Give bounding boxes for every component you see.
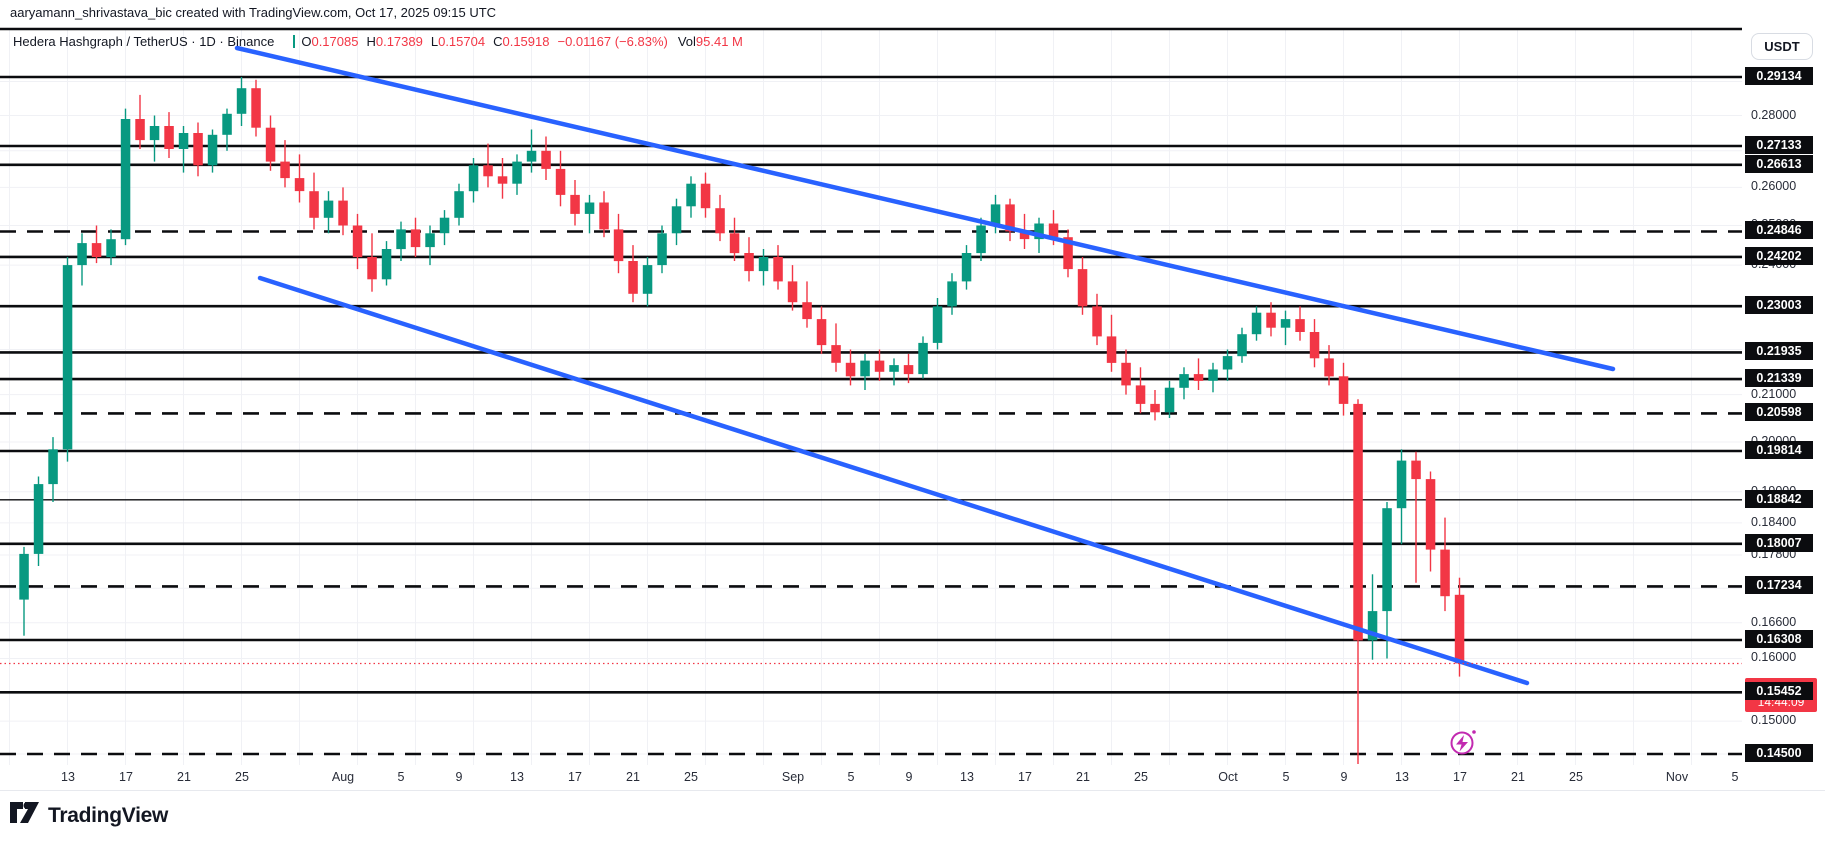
level-price-badge: 0.24846 xyxy=(1745,221,1813,239)
level-price-badge: 0.18842 xyxy=(1745,490,1813,508)
change-value: −0.01167 (−6.83%) xyxy=(557,33,668,49)
level-price-badge: 0.14500 xyxy=(1745,744,1813,762)
time-tick-label: 25 xyxy=(1134,770,1148,784)
level-price-badge: 0.15452 xyxy=(1745,682,1813,700)
time-tick-label: 9 xyxy=(905,770,913,784)
time-tick-label: 25 xyxy=(684,770,698,784)
price-tick-label: 0.21000 xyxy=(1751,387,1797,401)
time-tick-label: 9 xyxy=(1340,770,1348,784)
level-price-badge: 0.27133 xyxy=(1745,136,1813,154)
symbol-description[interactable]: Hedera Hashgraph / TetherUS · 1D · Binan… xyxy=(13,33,275,49)
price-tick-label: 0.16000 xyxy=(1751,650,1797,664)
volume-value: 95.41 M xyxy=(695,33,743,49)
symbol-header[interactable]: Hedera Hashgraph / TetherUS · 1D · Binan… xyxy=(13,33,751,49)
level-price-badge: 0.24202 xyxy=(1745,247,1813,265)
time-tick-label: 25 xyxy=(235,770,249,784)
time-axis[interactable]: 13 17 21 25 Aug 5 9 13 17 21 25 Sep 5 9 13 17 21 25 Oct 5 9 1… xyxy=(0,766,1742,790)
price-axis[interactable]: 0.150000.160000.166000.178000.184000.190… xyxy=(1743,29,1825,789)
level-price-badge: 0.16308 xyxy=(1745,630,1813,648)
time-tick-label: Nov xyxy=(1665,770,1689,784)
time-tick-label: 21 xyxy=(1511,770,1525,784)
volume-label: Vol xyxy=(677,33,696,49)
low-value: 0.15704 xyxy=(438,33,486,49)
close-label: C xyxy=(493,33,503,49)
time-tick-label: Oct xyxy=(1218,770,1238,784)
time-tick-label: 5 xyxy=(397,770,405,784)
time-tick-label: 9 xyxy=(455,770,463,784)
level-price-badge: 0.23003 xyxy=(1745,296,1813,314)
time-tick-label: 21 xyxy=(626,770,640,784)
time-tick-label: 5 xyxy=(1282,770,1290,784)
tradingview-logo-icon xyxy=(10,802,39,823)
level-price-badge: 0.19814 xyxy=(1745,441,1813,459)
price-tick-label: 0.16600 xyxy=(1751,615,1797,629)
time-tick-label: 17 xyxy=(1018,770,1032,784)
tradingview-logo[interactable]: TradingView xyxy=(10,802,168,830)
level-price-badge: 0.21339 xyxy=(1745,369,1813,387)
open-value: 0.17085 xyxy=(311,33,359,49)
time-tick-label: 17 xyxy=(1453,770,1467,784)
level-price-badge: 0.20598 xyxy=(1745,403,1813,421)
level-price-badge: 0.21935 xyxy=(1745,342,1813,360)
price-tick-label: 0.18400 xyxy=(1751,515,1797,529)
axis-divider xyxy=(0,790,1825,791)
time-tick-label: 17 xyxy=(119,770,133,784)
lightning-marker-icon xyxy=(1450,730,1476,755)
time-tick-label: 25 xyxy=(1569,770,1583,784)
level-price-badge: 0.17234 xyxy=(1745,576,1813,594)
time-tick-label: 13 xyxy=(960,770,974,784)
high-label: H xyxy=(366,33,376,49)
time-tick-label: 5 xyxy=(1731,770,1739,784)
close-value: 0.15918 xyxy=(502,33,550,49)
quote-currency-button[interactable]: USDT xyxy=(1751,33,1813,60)
time-tick-label: 21 xyxy=(177,770,191,784)
time-tick-label: 13 xyxy=(1395,770,1409,784)
level-price-badge: 0.18007 xyxy=(1745,534,1813,552)
price-tick-label: 0.26000 xyxy=(1751,179,1797,193)
time-tick-label: Sep xyxy=(781,770,805,784)
time-tick-label: Aug xyxy=(331,770,355,784)
level-price-badge: 0.29134 xyxy=(1745,67,1813,85)
header-tick-icon xyxy=(293,34,296,48)
time-tick-label: 13 xyxy=(510,770,524,784)
price-tick-label: 0.28000 xyxy=(1751,108,1797,122)
low-label: L xyxy=(430,33,439,49)
level-price-badge: 0.26613 xyxy=(1745,155,1813,173)
price-tick-label: 0.15000 xyxy=(1751,713,1797,727)
time-tick-label: 17 xyxy=(568,770,582,784)
open-label: O xyxy=(301,33,312,49)
tradingview-logo-text: TradingView xyxy=(48,804,169,827)
time-tick-label: 13 xyxy=(61,770,75,784)
candlestick-chart-area[interactable] xyxy=(0,0,1742,800)
time-tick-label: 5 xyxy=(847,770,855,784)
high-value: 0.17389 xyxy=(375,33,423,49)
time-tick-label: 21 xyxy=(1076,770,1090,784)
watermark-attribution: aaryamann_shrivastava_bic created with T… xyxy=(10,5,497,20)
